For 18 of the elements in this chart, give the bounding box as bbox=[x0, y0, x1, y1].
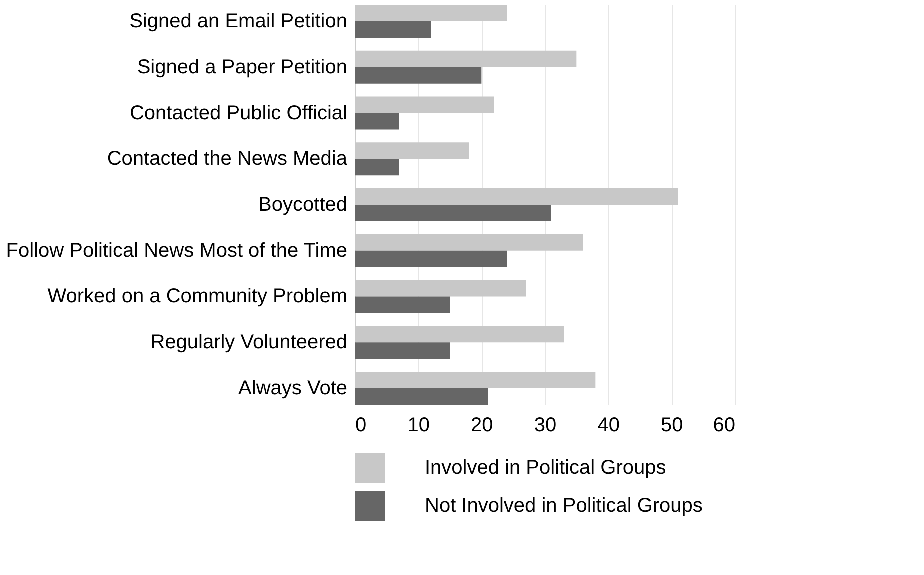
x-tick-label: 50 bbox=[661, 414, 684, 436]
y-tick-label: Follow Political News Most of the Time bbox=[6, 240, 348, 262]
legend-label: Not Involved in Political Groups bbox=[425, 495, 703, 517]
y-tick-label: Worked on a Community Problem bbox=[48, 286, 348, 308]
y-tick-label: Regularly Volunteered bbox=[150, 332, 348, 354]
y-tick-label: Signed an Email Petition bbox=[130, 10, 348, 33]
x-tick-label: 60 bbox=[713, 414, 736, 436]
y-tick-label: Always Vote bbox=[238, 377, 348, 400]
x-tick-label: 40 bbox=[598, 414, 620, 436]
x-tick-label: 0 bbox=[356, 414, 367, 436]
x-tick-label: 10 bbox=[408, 414, 430, 436]
legend-label: Involved in Political Groups bbox=[425, 457, 666, 479]
y-tick-label: Contacted Public Official bbox=[130, 102, 348, 124]
y-tick-label: Contacted the News Media bbox=[107, 148, 348, 170]
x-tick-label: 30 bbox=[534, 414, 557, 436]
y-tick-label: Boycotted bbox=[258, 194, 348, 216]
x-tick-label: 20 bbox=[471, 414, 494, 436]
y-tick-label: Signed a Paper Petition bbox=[137, 56, 348, 78]
